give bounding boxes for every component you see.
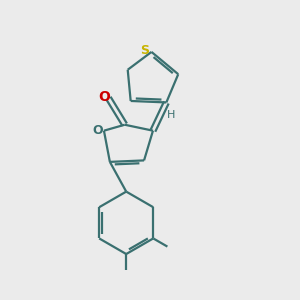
Text: H: H [167,110,175,120]
Text: O: O [92,124,103,137]
Text: S: S [140,44,149,57]
Text: O: O [98,89,110,103]
